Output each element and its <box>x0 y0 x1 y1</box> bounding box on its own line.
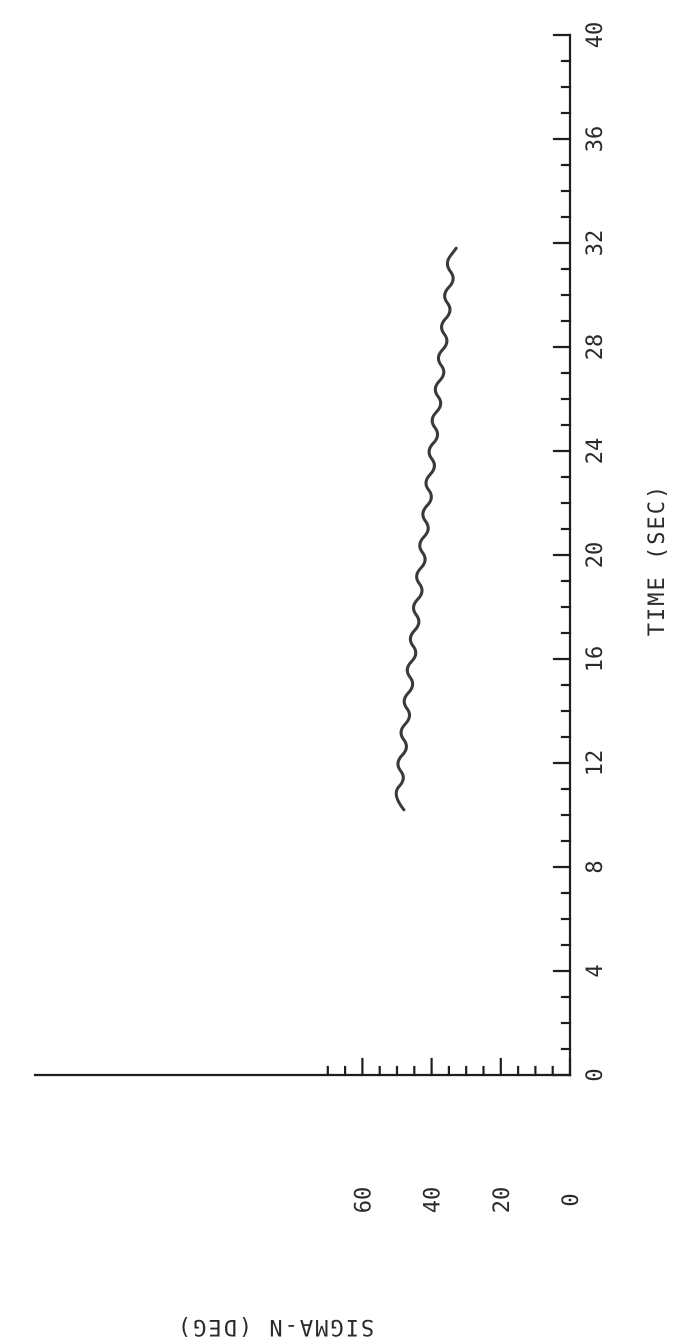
x-tick-label: 32 <box>583 230 608 257</box>
y-tick-label: 20 <box>490 1187 515 1214</box>
y-tick-label: 60 <box>351 1187 376 1214</box>
series-line <box>394 246 458 812</box>
x-tick-label: 0 <box>583 1068 608 1081</box>
y-axis-title: SIGMA-N (DEG) <box>176 1314 374 1339</box>
x-axis: 0 4 8 12 16 20 24 28 32 36 40 <box>552 22 608 1082</box>
x-axis-title: TIME (SEC) <box>645 484 670 636</box>
x-tick-label: 36 <box>583 126 608 153</box>
y-axis: 0 20 40 60 <box>33 1057 584 1214</box>
x-tick-label: 12 <box>583 750 608 777</box>
x-tick-label: 16 <box>583 646 608 673</box>
x-tick-label: 28 <box>583 334 608 361</box>
y-tick-label: 40 <box>421 1187 446 1214</box>
x-tick-label: 8 <box>583 860 608 873</box>
x-tick-label: 20 <box>583 542 608 569</box>
x-tick-label: 4 <box>583 964 608 977</box>
x-tick-label: 24 <box>583 438 608 465</box>
x-tick-label: 40 <box>583 22 608 49</box>
plot-area <box>394 246 458 812</box>
y-tick-label: 0 <box>559 1193 584 1206</box>
